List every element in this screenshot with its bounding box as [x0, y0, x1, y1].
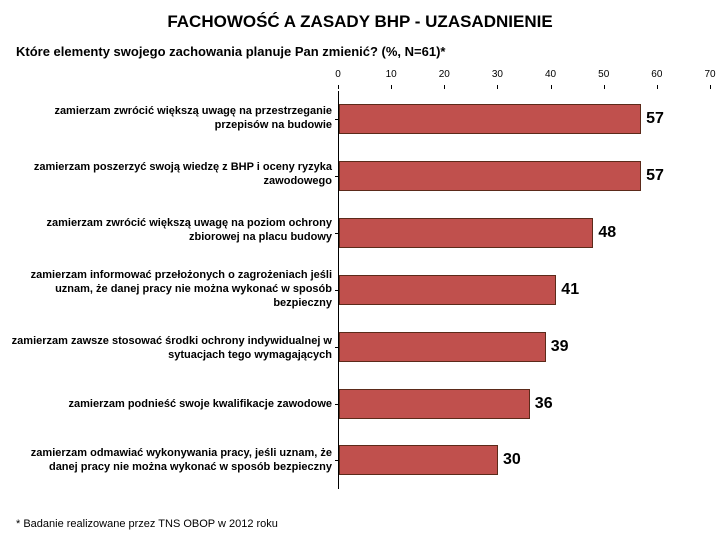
bar: 41	[339, 275, 556, 305]
bars-region: 57 57 48 41 39 36 30	[338, 91, 710, 489]
bar: 48	[339, 218, 593, 248]
category-label: zamierzam zwrócić większą uwagę na pozio…	[10, 213, 338, 249]
bar-row: 57	[339, 158, 710, 194]
x-tick: 40	[545, 69, 556, 80]
value-label: 39	[551, 338, 569, 356]
footnote: * Badanie realizowane przez TNS OBOP w 2…	[16, 518, 278, 530]
bar: 36	[339, 389, 530, 419]
x-axis: 010203040506070	[338, 69, 710, 91]
bar: 57	[339, 161, 641, 191]
chart-container: zamierzam zwrócić większą uwagę na przes…	[0, 69, 720, 489]
value-label: 57	[646, 110, 664, 128]
bar-row: 30	[339, 442, 710, 478]
category-labels: zamierzam zwrócić większą uwagę na przes…	[10, 69, 338, 489]
value-label: 48	[598, 224, 616, 242]
x-tick: 10	[386, 69, 397, 80]
bar-row: 48	[339, 215, 710, 251]
bar-row: 57	[339, 101, 710, 137]
category-label: zamierzam podnieść swoje kwalifikacje za…	[10, 387, 338, 423]
category-label: zamierzam poszerzyć swoją wiedzę z BHP i…	[10, 157, 338, 193]
bar-row: 41	[339, 272, 710, 308]
bar: 39	[339, 332, 546, 362]
value-label: 36	[535, 395, 553, 413]
category-label: zamierzam informować przełożonych o zagr…	[10, 269, 338, 310]
plot-area: 010203040506070 57574841393630	[338, 69, 710, 489]
x-tick: 20	[439, 69, 450, 80]
x-tick: 70	[704, 69, 715, 80]
bar: 30	[339, 445, 498, 475]
x-tick: 60	[651, 69, 662, 80]
x-tick: 30	[492, 69, 503, 80]
category-label: zamierzam zawsze stosować środki ochrony…	[10, 331, 338, 367]
value-label: 41	[561, 281, 579, 299]
category-label: zamierzam zwrócić większą uwagę na przes…	[10, 101, 338, 137]
chart-subtitle: Które elementy swojego zachowania planuj…	[0, 40, 720, 69]
x-tick: 50	[598, 69, 609, 80]
category-label: zamierzam odmawiać wykonywania pracy, je…	[10, 443, 338, 479]
value-label: 30	[503, 451, 521, 469]
page-title: FACHOWOŚĆ A ZASADY BHP - UZASADNIENIE	[0, 0, 720, 40]
bar: 57	[339, 104, 641, 134]
bar-row: 39	[339, 329, 710, 365]
x-tick: 0	[335, 69, 341, 80]
bar-row: 36	[339, 386, 710, 422]
value-label: 57	[646, 167, 664, 185]
